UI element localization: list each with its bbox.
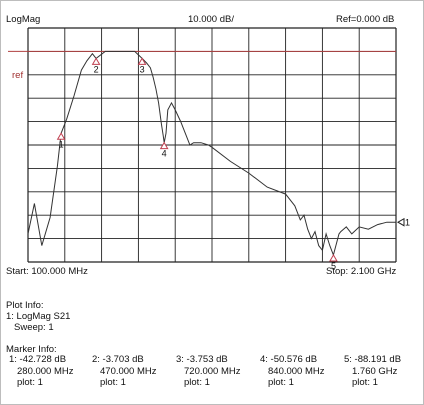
marker-5-value: 5: -88.191 dB <box>344 354 402 365</box>
marker-info-4: 4: -50.576 dB 840.000 MHz plot: 1 <box>260 354 325 389</box>
scale-label: 10.000 dB/ <box>188 14 234 25</box>
format-label: LogMag <box>6 14 41 25</box>
marker-4-plot: plot: 1 <box>268 377 294 388</box>
marker-2-label: 2 <box>94 64 99 74</box>
marker-5-plot: plot: 1 <box>352 377 378 388</box>
marker-4-value: 4: -50.576 dB <box>260 354 318 365</box>
start-frequency-label: Start: 100.000 MHz <box>6 266 88 277</box>
marker-4-label: 4 <box>162 149 167 159</box>
marker-2-plot: plot: 1 <box>100 377 126 388</box>
marker-1-label: 1 <box>59 139 64 149</box>
marker-info-1: 1: -42.728 dB 280.000 MHz plot: 1 <box>9 354 74 389</box>
active-marker-label: 1 <box>405 218 410 228</box>
marker-5-label: 5 <box>331 261 336 271</box>
plot-grid <box>27 27 397 263</box>
marker-2-triangle <box>91 57 101 65</box>
marker-2-value: 2: -3.703 dB <box>92 354 144 365</box>
plot-info-section: Plot Info: 1: LogMag S21 Sweep: 1 <box>6 300 70 333</box>
marker-1-value: 1: -42.728 dB <box>9 354 67 365</box>
marker-3-label: 3 <box>140 64 145 74</box>
marker-info-2: 2: -3.703 dB 470.000 MHz plot: 1 <box>92 354 157 389</box>
plot-info-sweep: Sweep: 1 <box>14 322 54 333</box>
active-marker-indicator <box>397 217 405 227</box>
stop-frequency-label: Stop: 2.100 GHz <box>326 266 397 277</box>
marker-3-plot: plot: 1 <box>184 377 210 388</box>
marker-info-3: 3: -3.753 dB 720.000 MHz plot: 1 <box>176 354 241 389</box>
marker-1-triangle <box>56 132 66 140</box>
marker-5-triangle <box>329 253 338 262</box>
marker-info-title: Marker Info: <box>6 344 57 355</box>
plot-info-title: Plot Info: <box>6 300 44 311</box>
marker-layer: 1 2 3 4 5 1 <box>56 57 410 271</box>
marker-3-triangle <box>137 57 147 65</box>
marker-3-frequency: 720.000 MHz <box>184 365 241 377</box>
marker-1-frequency: 280.000 MHz <box>17 365 74 377</box>
s21-trace <box>27 50 396 257</box>
marker-4-frequency: 840.000 MHz <box>268 365 325 377</box>
reference-marker-label: ref <box>12 70 24 81</box>
marker-1-plot: plot: 1 <box>17 377 43 388</box>
marker-info-5: 5: -88.191 dB 1.760 GHz plot: 1 <box>344 354 401 389</box>
marker-4-triangle <box>159 141 169 150</box>
marker-2-frequency: 470.000 MHz <box>100 365 157 377</box>
marker-5-frequency: 1.760 GHz <box>352 365 398 377</box>
plot-info-trace: 1: LogMag S21 <box>6 311 71 322</box>
reference-label: Ref=0.000 dB <box>336 14 395 25</box>
marker-3-value: 3: -3.753 dB <box>176 354 228 365</box>
